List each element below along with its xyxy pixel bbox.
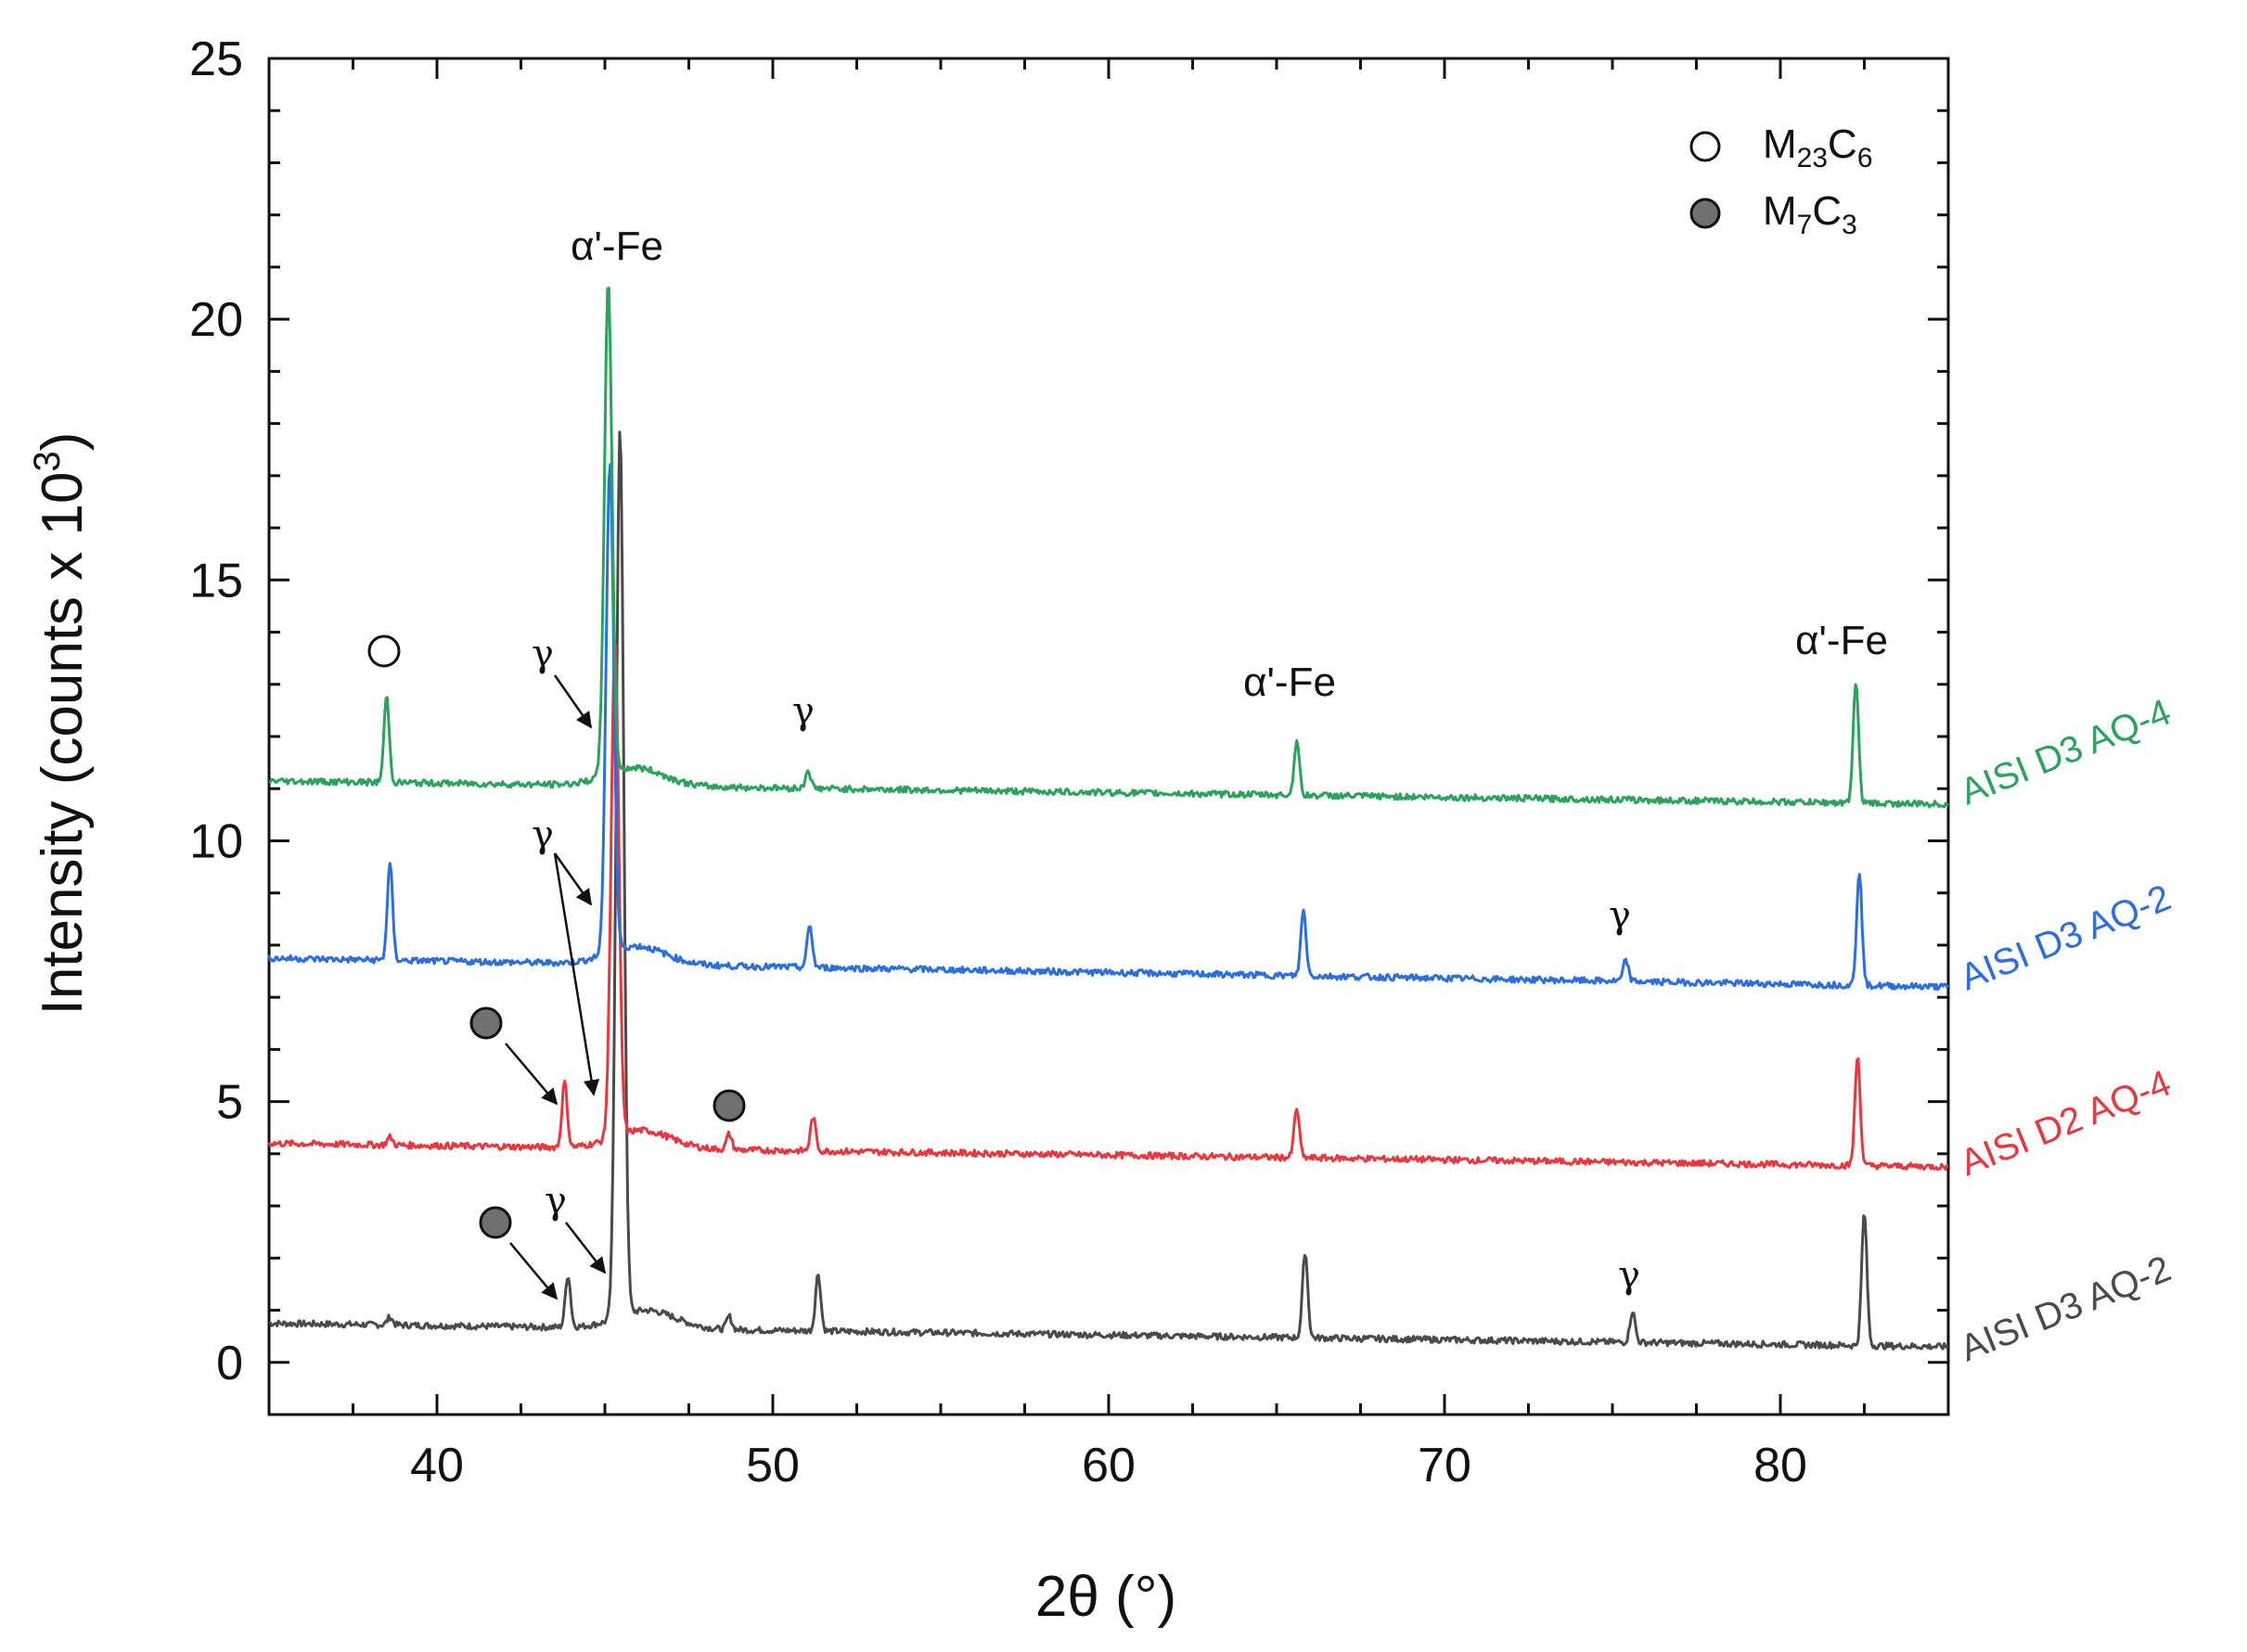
series-label-d3-aq2-blue: AISI D3 AQ-2 <box>1955 877 2176 999</box>
m23c6-marker <box>367 634 401 668</box>
x-tick-label: 50 <box>746 1439 800 1492</box>
y-tick-label: 25 <box>189 32 243 86</box>
peak-annotations: α'-Fe α'-Fe α'-Fe γ γ γ γ γ γ <box>367 224 1888 1300</box>
series-labels: AISI D3 AQ-4 AISI D3 AQ-2 AISI D2 AQ-4 A… <box>1955 692 2176 1370</box>
legend-filled-circle-icon <box>1689 198 1721 229</box>
gamma-label-green-51: γ <box>792 690 815 733</box>
axis-tick-labels: 40 50 60 70 80 0 5 10 15 20 25 <box>189 32 1807 1492</box>
arrow-carbide-dark <box>509 1242 559 1300</box>
arrow-gamma-blue-2 <box>553 852 600 1096</box>
m7c3-marker-red-1 <box>469 1006 503 1040</box>
axis-ticks <box>267 57 1950 1416</box>
gamma-label-blue-45: γ <box>532 813 554 856</box>
arrow-gamma-dark <box>565 1222 607 1274</box>
x-tick-label: 40 <box>410 1439 464 1492</box>
x-axis-title: 2θ (°) <box>1035 1565 1176 1629</box>
legend-open-circle-icon <box>1689 131 1721 162</box>
plot-area <box>267 57 1950 1416</box>
alpha-fe-label-82: α'-Fe <box>1795 618 1888 663</box>
y-tick-label: 0 <box>216 1337 243 1390</box>
series-lines <box>267 287 1950 1351</box>
legend-m23c6: M23C6 <box>1763 122 1873 173</box>
gamma-label-dark-45: γ <box>545 1180 567 1223</box>
gamma-label-blue-75: γ <box>1609 894 1631 937</box>
alpha-fe-label-65: α'-Fe <box>1243 660 1336 705</box>
y-tick-label: 15 <box>189 554 243 608</box>
alpha-fe-label-main: α'-Fe <box>571 224 663 269</box>
m7c3-marker-dark <box>479 1206 512 1239</box>
y-axis-title-superscript: 3 <box>27 451 68 471</box>
series-label-d2-aq4: AISI D2 AQ-4 <box>1955 1063 2176 1185</box>
series-line-1 <box>267 644 1949 1172</box>
y-tick-label: 5 <box>216 1076 243 1130</box>
x-tick-label: 80 <box>1753 1439 1807 1492</box>
series-line-3 <box>268 287 1949 809</box>
plot-frame <box>267 57 1950 1416</box>
x-tick-label: 70 <box>1418 1439 1471 1492</box>
series-label-d3-aq4: AISI D3 AQ-4 <box>1955 692 2176 813</box>
m7c3-marker-red-2 <box>713 1089 746 1122</box>
x-tick-label: 60 <box>1082 1439 1136 1492</box>
legend-m7c3: M7C3 <box>1763 188 1857 240</box>
arrow-gamma-green <box>553 674 593 729</box>
series-line-2 <box>267 463 1950 992</box>
arrow-carbide-red <box>505 1043 559 1106</box>
arrow-gamma-blue-1 <box>553 852 593 906</box>
gamma-label-green-45: γ <box>532 633 554 675</box>
gamma-label-dark-75: γ <box>1618 1254 1640 1297</box>
y-axis-title: Intensity (counts x 103) <box>27 432 95 1016</box>
y-tick-label: 10 <box>189 814 243 868</box>
legend: M23C6 M7C3 <box>1689 122 1873 240</box>
series-line-0 <box>268 430 1949 1351</box>
series-label-d3-aq2-dark: AISI D3 AQ-2 <box>1955 1249 2176 1370</box>
y-tick-label: 20 <box>189 293 243 347</box>
